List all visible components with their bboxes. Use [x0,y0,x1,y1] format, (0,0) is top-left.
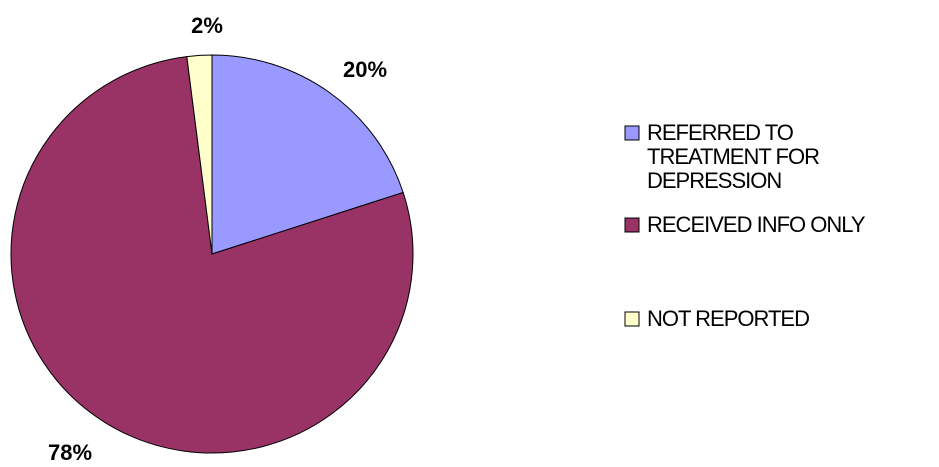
pie-slices [10,54,414,454]
legend-swatch-3 [624,311,640,327]
data-label-1: 20% [343,57,387,82]
chart-legend: REFERRED TO TREATMENT FOR DEPRESSION RECEIV… [624,120,867,331]
pie-data-labels: 20% 78% 2% [48,13,387,465]
pie-slice-3 [186,54,213,255]
legend-entry-3: NOT REPORTED [624,306,810,331]
legend-swatch-2 [624,217,640,233]
data-label-2: 78% [48,440,92,465]
legend-label-2: RECEIVED INFO ONLY [647,212,866,237]
pie-slice-2 [10,56,414,454]
legend-swatch-1 [624,125,640,141]
pie-slice-1 [211,54,404,255]
legend-label-1: REFERRED TO TREATMENT FOR DEPRESSION [647,120,819,193]
legend-label-3: NOT REPORTED [647,306,809,331]
data-label-3: 2% [191,13,223,38]
legend-entry-1: REFERRED TO TREATMENT FOR DEPRESSION [624,120,820,193]
legend-entry-2: RECEIVED INFO ONLY [624,212,867,237]
